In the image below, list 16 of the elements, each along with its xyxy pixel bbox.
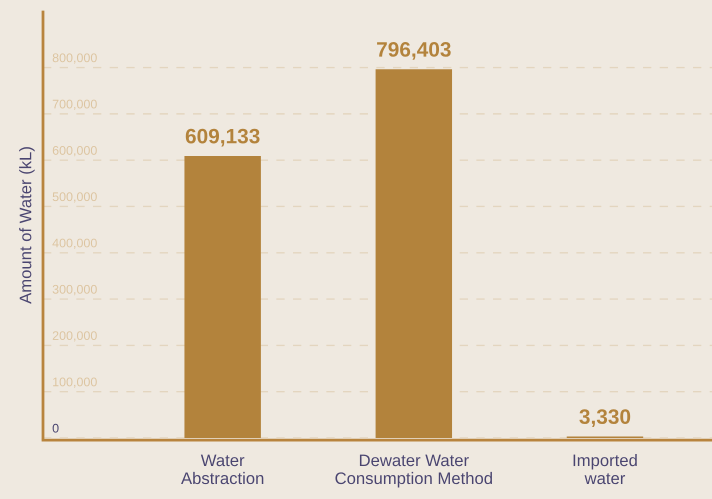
data-label: 609,133 (186, 128, 260, 147)
y-tick-label: 400,000 (52, 238, 97, 249)
y-tick-label: 600,000 (52, 146, 97, 156)
y-tick-label: 500,000 (52, 192, 97, 203)
y-tick-label: 700,000 (52, 100, 97, 110)
x-tick-label: Dewater Water Consumption Method (335, 454, 492, 488)
data-label: 796,403 (377, 42, 451, 60)
y-tick-label: 800,000 (52, 53, 97, 64)
y-axis-title: Amount of Water (kL) (19, 147, 35, 304)
y-tick-label: 100,000 (53, 377, 97, 388)
x-tick-label: Imported water (574, 454, 637, 484)
data-label: 3,330 (579, 409, 630, 428)
y-tick-label: 200,000 (52, 331, 97, 342)
y-tick-label: 0 (52, 424, 59, 433)
x-tick-label: Water Abstraction (181, 454, 264, 484)
y-tick-label: 300,000 (52, 284, 97, 296)
